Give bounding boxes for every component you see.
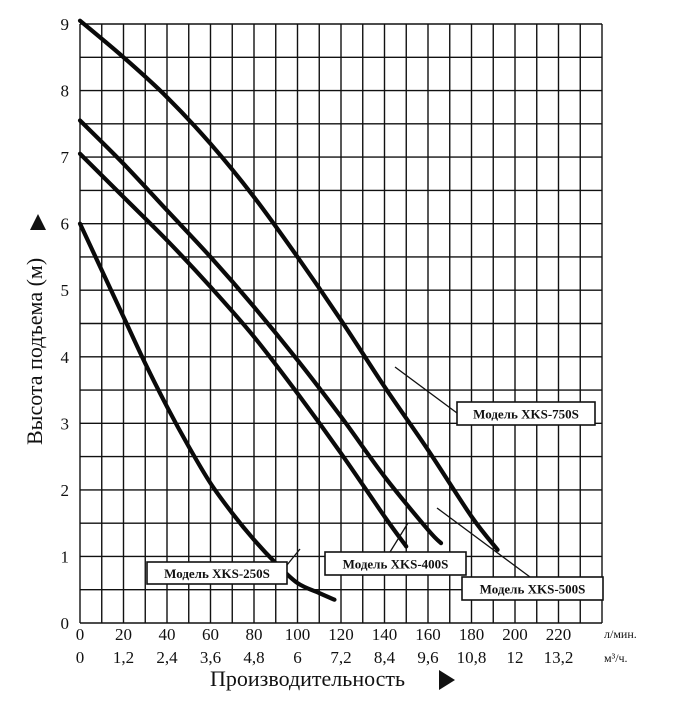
x-tick-label-primary: 180 xyxy=(459,625,485,644)
x-tick-label-secondary: 6 xyxy=(293,648,302,667)
x-tick-label-primary: 60 xyxy=(202,625,219,644)
x-tick-label-secondary: 4,8 xyxy=(243,648,264,667)
x-tick-label-primary: 220 xyxy=(546,625,572,644)
y-tick-label: 7 xyxy=(61,148,70,167)
series-labels: Модель XKS-750S Модель XKS-400S Модель XKS… xyxy=(146,401,604,601)
series-line-4 xyxy=(77,18,500,552)
y-tick-label: 8 xyxy=(61,82,70,101)
x-tick-label-primary: 140 xyxy=(372,625,398,644)
series-label-box xyxy=(324,551,467,576)
x-axis-ticks: 0 20 40 60 80 100 120 140 160 180 200 220 0 1,2 2,4 3,6… xyxy=(76,625,574,667)
x-tick-label-primary: 200 xyxy=(502,625,528,644)
x-tick-label-secondary: 2,4 xyxy=(156,648,178,667)
y-axis-arrow-icon xyxy=(30,214,46,230)
y-tick-label: 9 xyxy=(61,15,70,34)
x-tick-label-secondary: 7,2 xyxy=(330,648,351,667)
x-unit-secondary: м³/ч. xyxy=(604,651,628,665)
y-tick-label: 5 xyxy=(61,281,70,300)
x-tick-label-secondary: 8,4 xyxy=(374,648,396,667)
x-tick-label-primary: 0 xyxy=(76,625,85,644)
y-tick-label: 6 xyxy=(61,215,70,234)
y-axis-ticks: 0 1 2 3 4 5 6 7 8 9 xyxy=(61,15,70,633)
leader-line xyxy=(286,548,301,566)
chart-curves xyxy=(77,18,500,602)
x-axis-title: Производительность xyxy=(210,666,455,691)
y-axis-label: Высота подъема (м) xyxy=(22,258,47,445)
series-label-text: Модель XKS-400S xyxy=(343,557,449,572)
label-leader-lines xyxy=(286,366,531,578)
x-tick-label-primary: 20 xyxy=(115,625,132,644)
x-unit-primary: л/мин. xyxy=(604,627,637,641)
x-tick-label-primary: 160 xyxy=(415,625,441,644)
series-label-text: Модель XKS-500S xyxy=(480,582,586,597)
x-tick-label-secondary: 10,8 xyxy=(457,648,487,667)
leader-line xyxy=(394,366,458,414)
series-line-1 xyxy=(77,221,337,602)
series-label-box xyxy=(461,576,604,601)
series-label-box xyxy=(146,561,288,585)
x-tick-label-primary: 80 xyxy=(246,625,263,644)
x-tick-label-secondary: 3,6 xyxy=(200,648,221,667)
leader-line xyxy=(436,507,531,578)
x-tick-label-primary: 40 xyxy=(159,625,176,644)
y-tick-label: 0 xyxy=(61,614,70,633)
series-line-2 xyxy=(77,151,409,549)
y-axis-title: Высота подъема (м) xyxy=(22,214,47,445)
x-axis-arrow-icon xyxy=(439,670,455,690)
y-tick-label: 3 xyxy=(61,414,70,433)
leader-line xyxy=(389,522,409,553)
x-tick-label-secondary: 0 xyxy=(76,648,85,667)
series-label-text: Модель XKS-750S xyxy=(473,407,579,422)
series-label-box xyxy=(456,401,596,426)
x-tick-label-primary: 120 xyxy=(328,625,354,644)
x-tick-label-secondary: 1,2 xyxy=(113,648,134,667)
x-tick-label-primary: 100 xyxy=(285,625,311,644)
y-tick-label: 2 xyxy=(61,481,70,500)
x-tick-label-secondary: 9,6 xyxy=(417,648,438,667)
series-label-text: Модель XKS-250S xyxy=(164,566,270,581)
y-tick-label: 1 xyxy=(61,547,70,566)
series-line-3 xyxy=(77,118,444,546)
y-tick-label: 4 xyxy=(61,348,70,367)
x-tick-label-secondary: 13,2 xyxy=(544,648,574,667)
x-tick-label-secondary: 12 xyxy=(507,648,524,667)
x-axis-label: Производительность xyxy=(210,666,405,691)
